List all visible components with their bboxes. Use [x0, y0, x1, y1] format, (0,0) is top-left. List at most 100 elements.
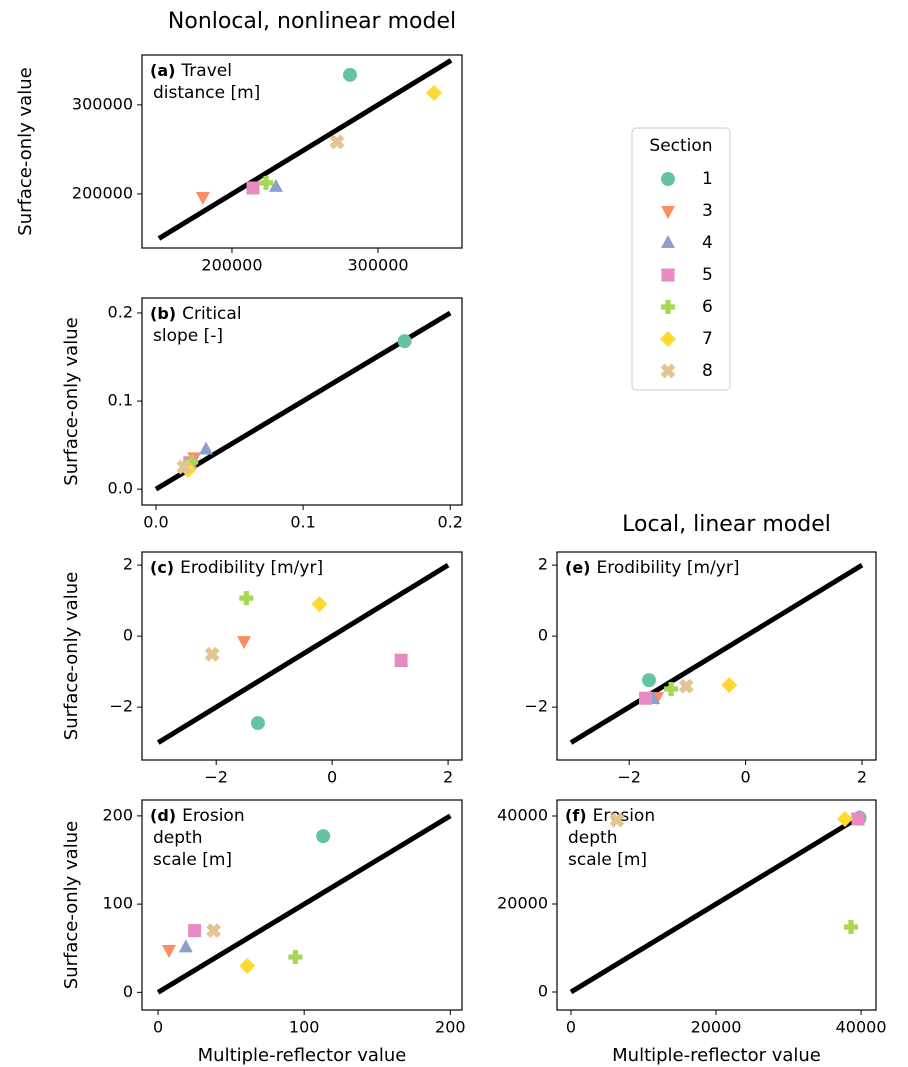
- legend-marker: [661, 300, 675, 314]
- axes-frame: [141, 799, 463, 1011]
- point: [162, 945, 177, 958]
- panel-annotation: (e) Erodibility [m/yr]: [565, 558, 739, 579]
- legend-label: 1: [702, 169, 713, 189]
- point: [851, 812, 865, 826]
- identity-line: [569, 562, 864, 745]
- point: [188, 924, 202, 938]
- x-tick-label: 300000: [347, 256, 408, 275]
- annotation-line: scale [m]: [568, 850, 647, 870]
- panel-label: (a): [150, 61, 175, 80]
- y-tick-label: 200000: [72, 183, 133, 202]
- y-tick-label: 200: [102, 805, 133, 824]
- axes-frame: [141, 54, 463, 249]
- panel-label: (b): [150, 304, 176, 323]
- legend-marker: [660, 331, 676, 347]
- point: [176, 459, 192, 475]
- point: [239, 591, 254, 606]
- x-axis-label: Multiple-reflector value: [612, 1045, 821, 1066]
- point: [237, 636, 252, 650]
- annotation-line: slope [-]: [153, 326, 223, 346]
- x-tick-label: 2: [857, 768, 867, 787]
- legend-label: 5: [702, 265, 713, 285]
- y-tick-label: 0: [538, 982, 548, 1001]
- point: [204, 646, 220, 662]
- y-axis-label: Surface-only value: [61, 821, 82, 989]
- y-tick-label: 0.1: [108, 391, 133, 410]
- identity-line: [569, 813, 863, 995]
- panel-title: Nonlocal, nonlinear model: [168, 9, 456, 34]
- annotation-line: distance [m]: [153, 83, 260, 103]
- y-tick-label: 0: [123, 626, 133, 645]
- point: [246, 181, 260, 195]
- x-axis-label: Multiple-reflector value: [198, 1045, 407, 1066]
- panel-label: (c): [150, 558, 174, 577]
- point: [394, 653, 408, 667]
- x-tick-label: 200: [435, 1018, 466, 1037]
- legend-marker: [661, 172, 675, 186]
- y-axis-label: Surface-only value: [61, 317, 82, 485]
- y-tick-label: 300000: [72, 94, 133, 113]
- y-tick-label: 0: [123, 982, 133, 1001]
- point: [199, 441, 213, 455]
- panel-label: (f): [565, 806, 587, 825]
- x-tick-label: 0: [327, 768, 337, 787]
- x-tick-label: 0.2: [438, 513, 463, 532]
- point: [258, 175, 273, 190]
- x-tick-label: 40000: [836, 1018, 887, 1037]
- legend-frame: [631, 127, 731, 391]
- axes-frame: [556, 551, 877, 761]
- point: [184, 454, 199, 469]
- point: [268, 178, 283, 192]
- point: [843, 920, 858, 935]
- point: [678, 678, 694, 694]
- legend-title: Section: [649, 136, 712, 156]
- panel: −2 0 2 −2 0 2 Surface-only value (c) Erodibility…: [61, 551, 463, 787]
- annotation-line: scale [m]: [153, 850, 232, 870]
- identity-line: [156, 813, 452, 995]
- y-tick-label: 0.0: [108, 479, 133, 498]
- y-tick-label: −2: [524, 697, 548, 716]
- legend-marker: [661, 206, 675, 219]
- point: [397, 334, 412, 349]
- panel-annotation: (c) Erodibility [m/yr]: [150, 558, 323, 579]
- point: [641, 673, 656, 688]
- point: [195, 191, 210, 205]
- panel-annotation: (f) Erosion depth scale [m]: [565, 806, 655, 871]
- y-tick-label: 100: [102, 894, 133, 913]
- x-tick-label: 100: [289, 1018, 320, 1037]
- legend-label: 6: [702, 297, 713, 317]
- point: [239, 957, 256, 974]
- y-tick-label: 2: [123, 555, 133, 574]
- x-tick-label: 2: [443, 768, 453, 787]
- x-tick-label: 0: [741, 768, 751, 787]
- x-tick-label: 0.0: [143, 513, 168, 532]
- point: [311, 596, 328, 613]
- x-tick-label: −2: [617, 768, 641, 787]
- panel-annotation: (d) Erosion depth scale [m]: [150, 806, 245, 871]
- point: [426, 84, 443, 101]
- point: [609, 812, 625, 828]
- point: [342, 67, 357, 82]
- legend: Section 1 3 4 5 6 7 8: [631, 127, 731, 391]
- panel: 0.0 0.1 0.2 0.0 0.1 0.2 Surface-only value (b) C…: [61, 297, 463, 532]
- point: [288, 950, 303, 965]
- point: [638, 691, 652, 705]
- annotation-line: Critical: [182, 304, 241, 324]
- point: [250, 716, 265, 731]
- panel: 0 20000 40000 0 20000 40000 Multiple-reflector…: [497, 799, 887, 1066]
- x-tick-label: 0: [153, 1018, 163, 1037]
- panel-annotation: (b) Critical slope [-]: [150, 304, 242, 347]
- legend-label: 3: [702, 201, 713, 221]
- annotation-line: Erodibility [m/yr]: [596, 558, 739, 578]
- y-axis-label: Surface-only value: [61, 572, 82, 740]
- panel-title: Local, linear model: [622, 512, 831, 537]
- legend-label: 4: [702, 233, 713, 253]
- panel-annotation: (a) Travel distance [m]: [150, 61, 260, 104]
- y-tick-label: 0: [538, 626, 548, 645]
- x-tick-label: −2: [204, 768, 228, 787]
- legend-label: 7: [702, 329, 713, 349]
- x-tick-label: 20000: [691, 1018, 742, 1037]
- y-tick-label: 2: [538, 555, 548, 574]
